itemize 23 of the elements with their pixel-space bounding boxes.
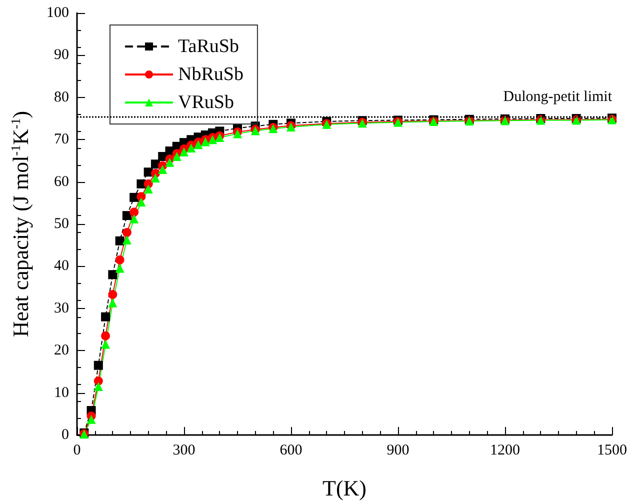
y-axis-title: Heat capacity (J mol-1K-1) — [8, 110, 33, 338]
ref-line-label: Dulong-petit limit — [503, 88, 613, 105]
legend-label: NbRuSb — [178, 64, 244, 85]
y-tick-label: 90 — [54, 47, 69, 64]
x-tick-label: 600 — [280, 442, 302, 458]
x-tick-label: 300 — [172, 442, 196, 458]
x-tick-label: 1200 — [490, 442, 520, 458]
y-tick-label: 40 — [54, 258, 69, 274]
y-tick-label: 70 — [54, 132, 69, 148]
y-tick-label: 60 — [54, 174, 69, 190]
y-tick-label: 0 — [62, 427, 69, 443]
y-tick-label: 30 — [54, 300, 69, 316]
x-tick-label: 900 — [386, 442, 410, 458]
y-tick-label: 100 — [46, 5, 69, 21]
legend-label: TaRuSb — [178, 36, 239, 57]
y-tick-label: 20 — [54, 342, 69, 359]
x-tick-label: 0 — [73, 442, 81, 458]
y-tick-label: 10 — [54, 384, 69, 401]
legend-label: VRuSb — [178, 92, 234, 113]
y-tick-label: 50 — [54, 216, 69, 232]
x-tick-label: 1500 — [597, 442, 627, 458]
y-tick-label: 80 — [54, 89, 69, 106]
x-axis-title: T(K) — [322, 476, 366, 500]
